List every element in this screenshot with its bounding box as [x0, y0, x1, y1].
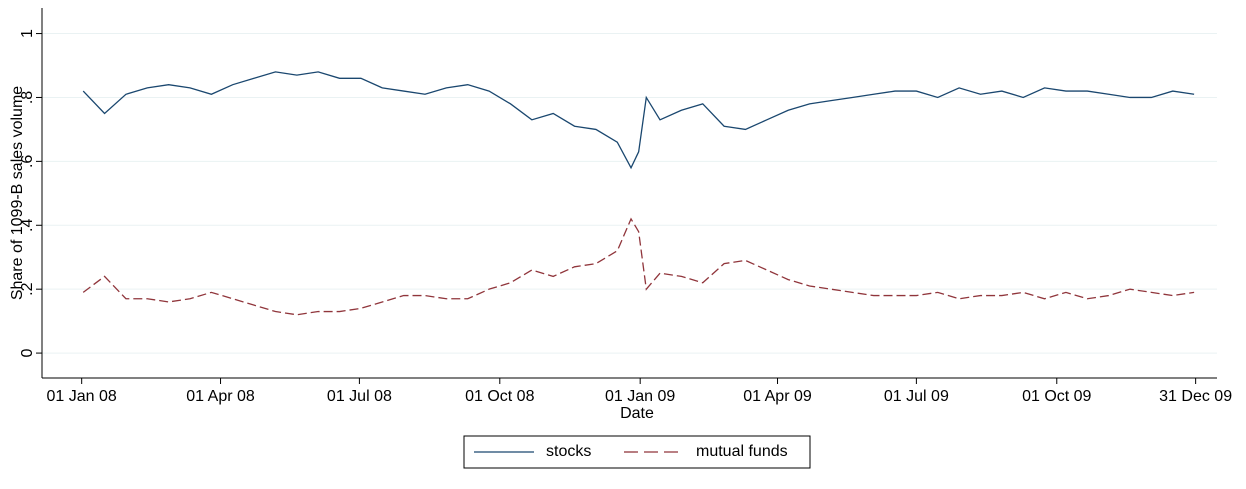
y-tick-label: .4 [19, 218, 36, 231]
x-axis-label: Date [620, 405, 654, 422]
x-tick-label: 01 Apr 09 [743, 388, 812, 405]
y-tick-label: .2 [19, 282, 36, 295]
y-tick-label: 1 [19, 29, 36, 38]
x-tick-label: 01 Jan 08 [47, 388, 117, 405]
x-tick-label: 01 Jul 09 [884, 388, 949, 405]
y-axis-label: Share of 1099-B sales volume [9, 86, 26, 300]
x-tick-label: 01 Apr 08 [186, 388, 255, 405]
legend-label: mutual funds [696, 443, 788, 460]
x-tick-label: 01 Jan 09 [605, 388, 675, 405]
series-line [82, 71, 1195, 170]
legend-label: stocks [546, 443, 591, 460]
x-tick-label: 31 Dec 09 [1159, 388, 1232, 405]
series-line [82, 217, 1195, 316]
x-tick-label: 01 Oct 08 [465, 388, 534, 405]
y-tick-label: .6 [19, 155, 36, 168]
y-tick-label: .8 [19, 91, 36, 104]
x-tick-label: 01 Jul 08 [327, 388, 392, 405]
y-tick-label: 0 [19, 349, 36, 358]
x-tick-label: 01 Oct 09 [1022, 388, 1091, 405]
